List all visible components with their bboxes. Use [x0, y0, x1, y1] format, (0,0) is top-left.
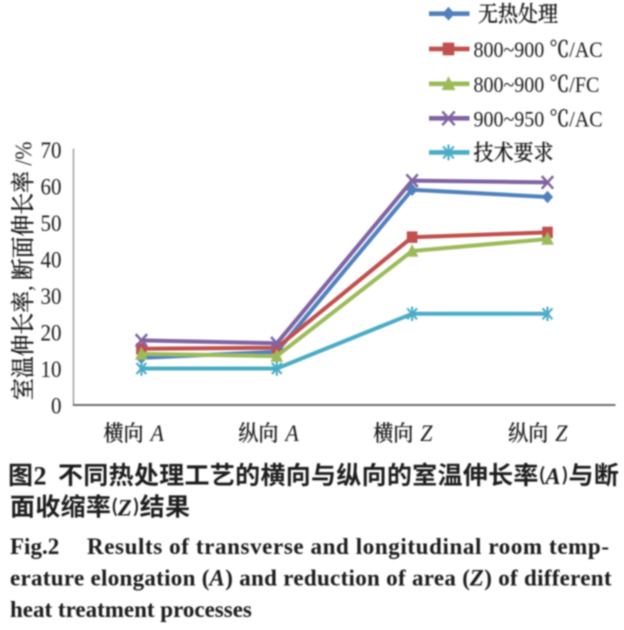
- svg-text:A: A: [543, 464, 560, 489]
- svg-text:,: ,: [10, 286, 37, 291]
- svg-text:2: 2: [34, 462, 47, 491]
- svg-text:) and reduction of area (: ) and reduction of area (: [225, 566, 470, 591]
- svg-text:Z: Z: [555, 420, 568, 446]
- svg-text:/%: /%: [10, 141, 37, 171]
- svg-text:erature elongation (: erature elongation (: [10, 566, 209, 591]
- svg-text:heat treatment processes: heat treatment processes: [10, 597, 252, 622]
- svg-text:A: A: [149, 420, 165, 446]
- svg-text:) of different: ) of different: [484, 566, 612, 591]
- svg-text:20: 20: [41, 319, 62, 345]
- svg-text:Results of transverse and long: Results of transverse and longitudinal r…: [87, 534, 609, 559]
- svg-text:10: 10: [41, 356, 62, 382]
- svg-text:Z: Z: [420, 420, 433, 446]
- svg-text:60: 60: [41, 173, 62, 199]
- svg-text:/AC: /AC: [569, 37, 602, 62]
- svg-text:/FC: /FC: [569, 72, 599, 97]
- svg-text:800~900: 800~900: [474, 37, 545, 62]
- svg-text:A: A: [283, 420, 299, 446]
- svg-text:A: A: [207, 566, 224, 591]
- svg-text:Fig.2: Fig.2: [10, 534, 59, 559]
- svg-text:Z: Z: [469, 566, 484, 591]
- svg-text:800~900: 800~900: [474, 72, 545, 97]
- svg-text:900~950: 900~950: [474, 106, 545, 131]
- svg-text:30: 30: [41, 283, 62, 309]
- svg-text:40: 40: [41, 246, 62, 272]
- svg-text:/AC: /AC: [569, 106, 602, 131]
- svg-text:Z: Z: [117, 496, 132, 521]
- svg-text:50: 50: [41, 210, 62, 236]
- svg-text:0: 0: [51, 392, 61, 418]
- svg-text:70: 70: [41, 137, 62, 163]
